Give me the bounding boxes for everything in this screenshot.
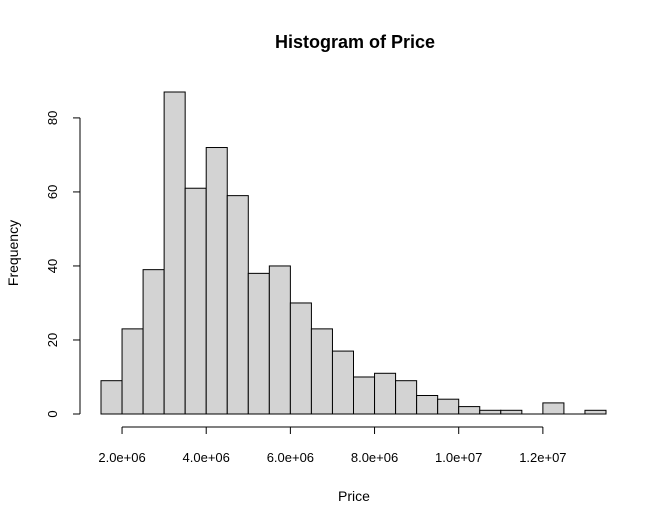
- x-axis: 2.0e+06 4.0e+06 6.0e+06 8.0e+06 1.0e+07 1.2e+…: [98, 426, 567, 465]
- histogram-bar: [205, 147, 228, 415]
- x-tick-label: 1.0e+07: [435, 450, 482, 465]
- histogram-bar: [100, 380, 123, 415]
- x-tick-label: 4.0e+06: [183, 450, 230, 465]
- histogram-bar: [500, 409, 523, 415]
- histogram-bar: [184, 187, 207, 415]
- histogram-bar: [542, 402, 565, 415]
- histogram-bar: [374, 372, 397, 415]
- chart-title: Histogram of Price: [275, 32, 435, 52]
- histogram-bar: [121, 328, 144, 415]
- y-tick-label: 20: [45, 333, 60, 347]
- histogram-bar: [247, 272, 270, 415]
- histogram-bar: [584, 409, 607, 415]
- y-axis: 0 20 40 60 80: [45, 111, 81, 418]
- x-tick-label: 2.0e+06: [98, 450, 145, 465]
- histogram-bar: [163, 91, 186, 415]
- y-tick-label: 60: [45, 185, 60, 199]
- y-axis-label: Frequency: [5, 220, 21, 286]
- y-tick-label: 0: [45, 410, 60, 417]
- x-tick-label: 1.2e+07: [519, 450, 566, 465]
- histogram-bar: [310, 328, 333, 415]
- histogram-bar: [289, 302, 312, 415]
- histogram-bar: [268, 265, 291, 415]
- y-tick-label: 40: [45, 259, 60, 273]
- x-tick-label: 6.0e+06: [267, 450, 314, 465]
- y-tick-label: 80: [45, 111, 60, 125]
- histogram-bar: [142, 269, 165, 415]
- histogram-bar: [479, 409, 502, 415]
- histogram-bar: [226, 195, 249, 415]
- x-axis-label: Price: [338, 488, 370, 504]
- histogram-bar: [331, 350, 355, 415]
- histogram-bar: [437, 398, 460, 415]
- histogram-bar: [353, 376, 376, 415]
- x-tick-label: 8.0e+06: [351, 450, 398, 465]
- histogram-bar: [395, 380, 418, 415]
- bars-group: [100, 91, 607, 415]
- histogram-bar: [416, 394, 439, 415]
- histogram-bar: [458, 406, 481, 415]
